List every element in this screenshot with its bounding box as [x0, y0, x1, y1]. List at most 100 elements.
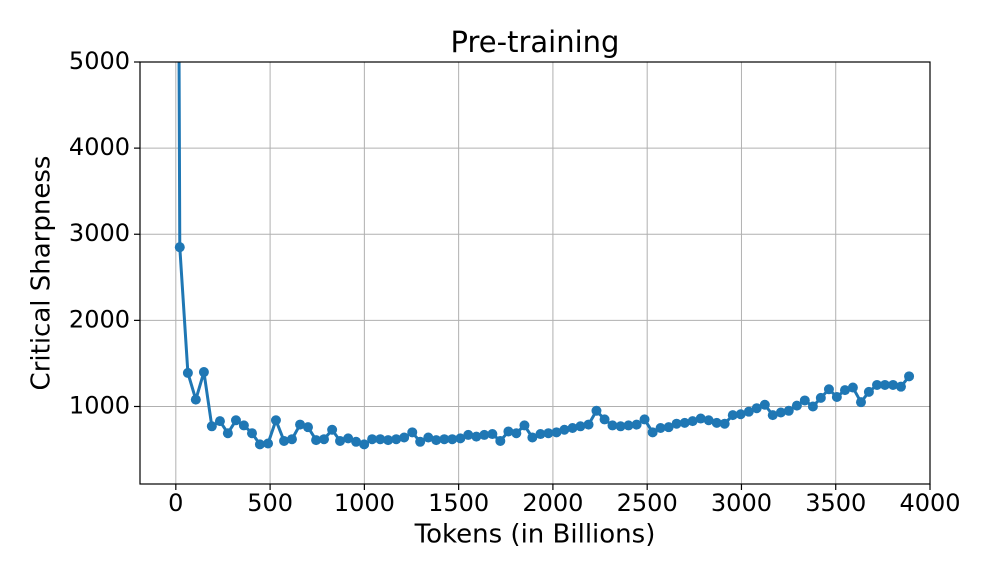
data-point [807, 401, 818, 412]
data-point [230, 415, 241, 426]
data-point [295, 419, 306, 430]
x-tick-label: 1000 [334, 489, 395, 517]
data-point [455, 433, 466, 444]
data-point [375, 434, 386, 445]
x-tick-label: 3000 [711, 489, 772, 517]
chart-title: Pre-training [451, 25, 620, 59]
data-point [847, 382, 858, 393]
data-point [279, 435, 290, 446]
data-point [863, 386, 874, 397]
data-point [599, 414, 610, 425]
data-point [775, 407, 786, 418]
data-point [783, 405, 794, 416]
x-tick-label: 3500 [805, 489, 866, 517]
data-point [543, 428, 554, 439]
data-point [607, 420, 618, 431]
data-point [198, 367, 209, 378]
data-point [879, 379, 890, 390]
data-point [583, 419, 594, 430]
data-point [791, 400, 802, 411]
data-point [439, 434, 450, 445]
data-point [415, 436, 426, 447]
data-point [559, 424, 570, 435]
data-point [286, 434, 297, 445]
x-tick-label: 4000 [899, 489, 960, 517]
data-point [623, 420, 634, 431]
data-point [535, 429, 546, 440]
data-point [703, 415, 714, 426]
data-point [463, 429, 474, 440]
data-point [855, 397, 866, 408]
data-point [519, 420, 530, 431]
data-point [270, 415, 281, 426]
data-point [527, 432, 538, 443]
data-point [174, 242, 185, 253]
data-point [663, 422, 674, 433]
data-point [182, 367, 193, 378]
data-point [511, 428, 522, 439]
data-point [391, 434, 402, 445]
data-point [343, 433, 354, 444]
data-point [206, 421, 217, 432]
x-tick-label: 0 [168, 489, 183, 517]
data-point [487, 429, 498, 440]
data-point [479, 429, 490, 440]
data-point [631, 419, 642, 430]
y-tick-label: 3000 [69, 219, 130, 247]
data-point [367, 434, 378, 445]
data-point [711, 417, 722, 428]
data-point [687, 416, 698, 427]
data-point [679, 417, 690, 428]
data-point [839, 385, 850, 396]
plot-area [174, 62, 915, 450]
data-point [743, 406, 754, 417]
data-point [447, 434, 458, 445]
data-point [311, 435, 322, 446]
data-point [335, 435, 346, 446]
y-tick-label: 5000 [69, 47, 130, 75]
data-point [551, 427, 562, 438]
data-point [904, 371, 915, 382]
data-point [407, 427, 418, 438]
data-point [823, 384, 834, 395]
ticks: 0 500 1000 1500 2000 2500 3000 3500 4000 1000 2000… [69, 47, 961, 517]
data-point [695, 413, 706, 424]
axes-frame [139, 61, 931, 485]
data-point [471, 431, 482, 442]
data-point [246, 428, 257, 439]
data-point [190, 394, 201, 405]
data-point [799, 395, 810, 406]
data-point [671, 418, 682, 429]
x-tick-label: 2000 [522, 489, 583, 517]
data-point [238, 420, 249, 431]
y-axis-label: Critical Sharpness [27, 156, 57, 391]
data-point [872, 379, 883, 390]
data-point [495, 435, 506, 446]
data-point [351, 436, 362, 447]
data-point [735, 409, 746, 420]
data-point [615, 421, 626, 432]
x-tick-label: 2500 [617, 489, 678, 517]
data-point [759, 399, 770, 410]
data-point [214, 416, 225, 427]
x-axis-label: Tokens (in Billions) [414, 520, 656, 550]
data-point [319, 434, 330, 445]
y-tick-label: 2000 [69, 305, 130, 333]
data-point [263, 438, 274, 449]
data-point [727, 410, 738, 421]
data-point [767, 410, 778, 421]
y-tick-label: 1000 [69, 391, 130, 419]
data-point [567, 423, 578, 434]
data-point [302, 422, 313, 433]
data-point [503, 426, 514, 437]
data-point [431, 435, 442, 446]
data-point [359, 439, 370, 450]
y-tick-label: 4000 [69, 133, 130, 161]
data-point [423, 432, 434, 443]
data-point [888, 379, 899, 390]
data-line [177, 62, 911, 446]
data-point [639, 414, 650, 425]
data-point [591, 405, 602, 416]
x-tick-label: 1500 [428, 489, 489, 517]
